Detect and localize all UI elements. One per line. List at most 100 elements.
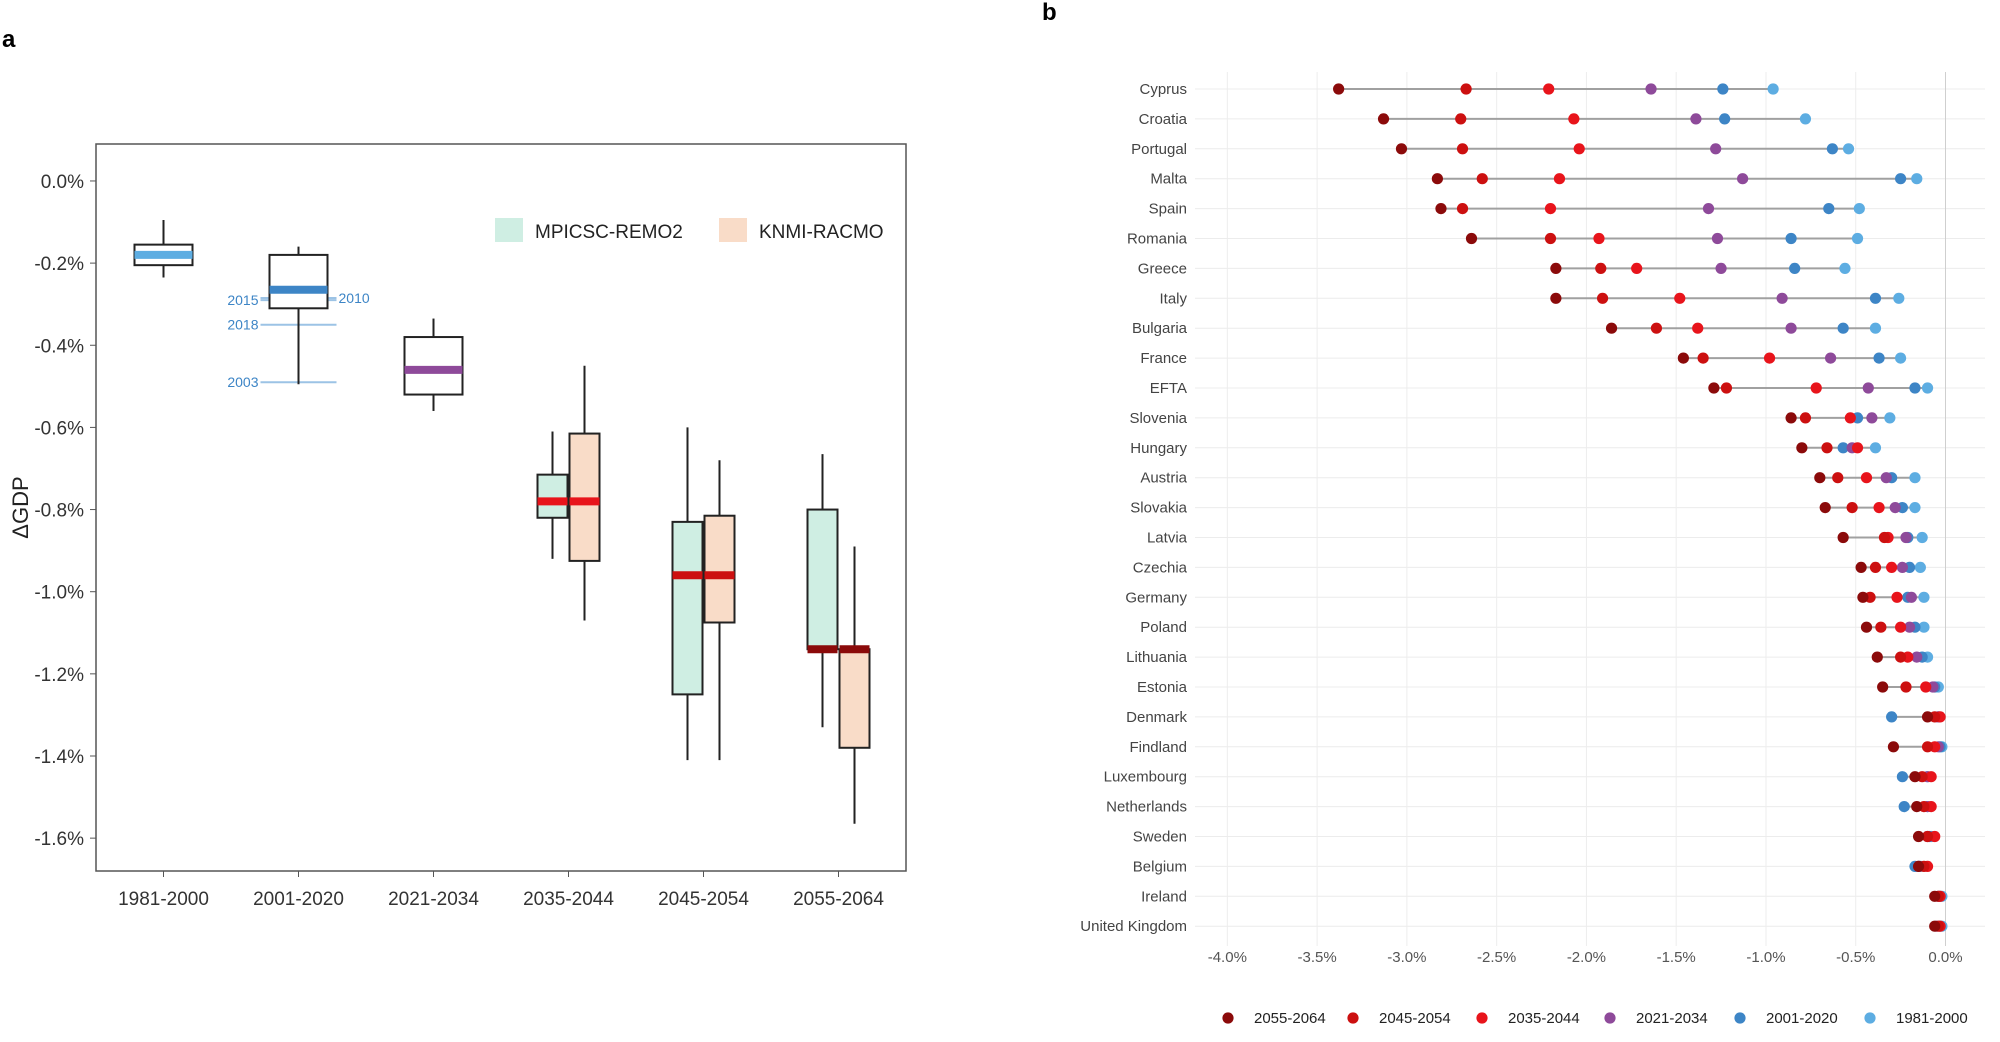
legend-label: MPICSC-REMO2 [535,222,683,243]
dot-1981-2000 [1893,292,1905,304]
dot-2045-2054 [1595,262,1607,274]
dot-2035-2044 [1844,412,1856,424]
y-tick-label: -1.0% [34,583,84,604]
country-label: Latvia [1147,530,1188,547]
country-label: Austria [1140,470,1187,487]
country-label: Sweden [1133,829,1187,846]
dot-2055-2064 [1333,83,1345,95]
country-label: Slovakia [1130,500,1187,517]
x-tick-label: -1.0% [1746,949,1785,966]
dot-2035-2044 [1873,502,1885,514]
dot-1981-2000 [1914,561,1926,574]
legend-dot [1734,1012,1746,1024]
country-label: Estonia [1137,679,1188,696]
dot-2045-2054 [1799,412,1812,424]
dot-1981-2000 [1799,113,1812,125]
dot-1981-2000 [1851,232,1864,245]
country-label: Portugal [1131,141,1187,158]
dot-1981-2000 [1767,83,1779,95]
y-tick-label: -0.4% [34,336,84,357]
y-tick-label: -1.4% [34,747,84,768]
dot-2055-2064 [1855,561,1867,574]
country-label: Findland [1129,739,1187,756]
country-label: France [1140,350,1187,367]
box [703,514,736,624]
dot-2055-2064 [1395,143,1408,155]
country-label: Greece [1138,260,1187,277]
dot-2035-2044 [1543,83,1555,95]
dot-2035-2044 [1860,472,1873,484]
panel-b: b -4.0% -3.5% -3.0% -2.5% -2.0% -1.5% -1.0% -0.… [1042,0,1985,1027]
panel-a-label: a [2,26,16,53]
dot-2035-2044 [1810,382,1822,394]
dot-1981-2000 [1911,173,1923,185]
dot-2045-2054 [1596,292,1609,304]
legend-label: KNMI-RACMO [759,222,884,243]
dot-2045-2054 [1476,173,1488,185]
dot-2001-2020 [1823,203,1835,215]
dot-2055-2064 [1605,322,1618,334]
country-label: EFTA [1150,380,1187,397]
dot-1981-2000 [1853,203,1865,215]
dot-2045-2054 [1878,531,1891,544]
x-tick-label: 2021-2034 [388,889,479,910]
dot-1981-2000 [1909,502,1921,514]
dot-2035-2044 [1568,113,1580,125]
dot-2035-2044 [1692,322,1704,334]
dot-2001-2020 [1909,382,1921,394]
dot-2001-2020 [1869,292,1882,304]
dot-2035-2044 [1631,262,1643,274]
dot-2035-2044 [1593,232,1605,245]
dot-2045-2054 [1921,741,1934,753]
dot-2035-2044 [1573,143,1585,155]
dot-2035-2044 [1851,442,1864,454]
dot-2021-2034 [1900,531,1912,544]
dot-2045-2054 [1650,322,1663,334]
dot-2055-2064 [1819,502,1831,514]
dot-2045-2054 [1544,232,1557,245]
legend-dot [1347,1012,1359,1024]
dot-1981-2000 [1839,262,1851,274]
dot-2055-2064 [1912,860,1925,873]
legend-label: 2055-2064 [1254,1010,1326,1027]
dot-2035-2044 [1920,681,1932,693]
annotation-label: 2018 [227,317,258,333]
box [568,432,601,562]
legend-dot [1222,1012,1234,1024]
dot-2021-2034 [1824,352,1837,364]
dot-2021-2034 [1715,262,1727,274]
dot-2055-2064 [1677,352,1689,364]
dot-2021-2034 [1905,591,1917,603]
country-label: Italy [1159,290,1187,307]
box [671,520,704,696]
dot-2045-2054 [1832,472,1844,484]
legend-label: 2045-2054 [1379,1010,1451,1027]
dot-2045-2054 [1460,83,1472,95]
dot-2055-2064 [1796,442,1808,454]
country-label: Hungary [1130,440,1187,457]
country-label: Slovenia [1129,410,1187,427]
y-tick-label: 0.0% [41,172,84,193]
annotation-label: 2015 [227,292,258,308]
dot-2035-2044 [1891,591,1903,603]
dot-2045-2054 [1921,830,1934,843]
box [536,473,569,519]
x-tick-label: -2.5% [1477,949,1516,966]
dot-2055-2064 [1860,621,1873,633]
dot-1981-2000 [1895,352,1907,364]
dot-2035-2044 [1925,771,1937,783]
dot-2001-2020 [1895,173,1907,185]
dot-2055-2064 [1550,292,1562,304]
y-tick-label: -1.6% [34,829,84,850]
plot-frame [95,143,907,872]
box [838,648,871,749]
dot-2055-2064 [1909,771,1921,783]
dot-2021-2034 [1903,621,1916,633]
panel-a: a 0.0% -0.2% -0.4% -0.6% -0.8% -1.0% -1.2% -1.4… [2,26,907,910]
dot-2001-2020 [1717,83,1729,95]
dot-2021-2034 [1889,502,1901,514]
dot-2055-2064 [1911,801,1923,813]
x-tick-label: -3.5% [1297,949,1336,966]
x-tick-label: 1981-2000 [118,889,209,910]
